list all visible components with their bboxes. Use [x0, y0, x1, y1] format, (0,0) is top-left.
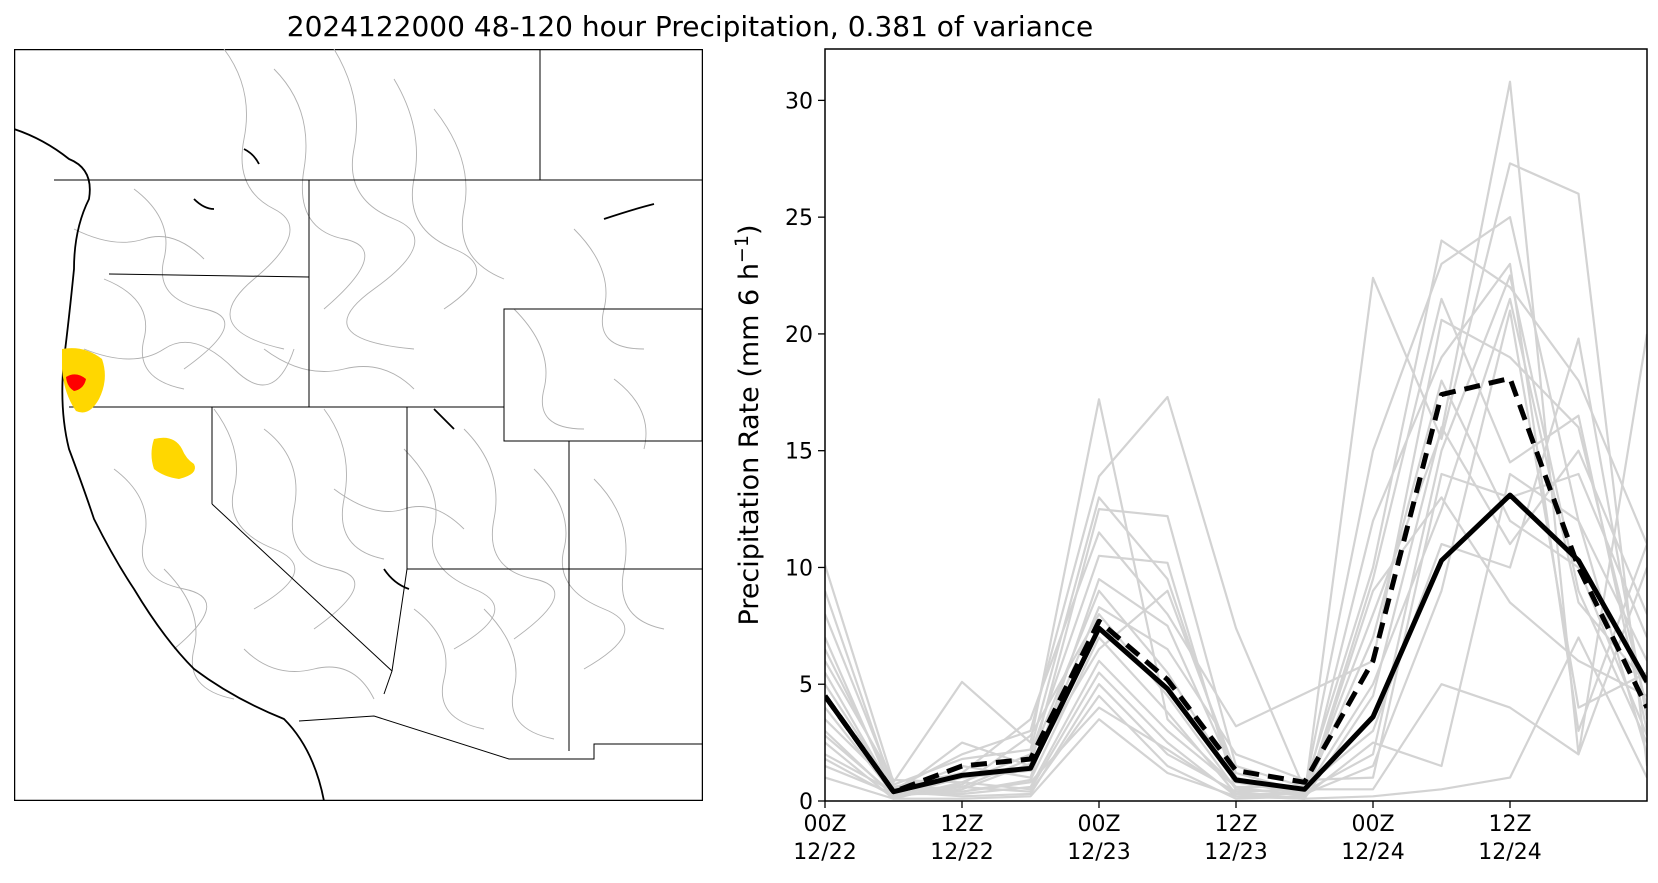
x-tick-label-date: 12/22: [930, 840, 993, 865]
member-line-4: [825, 318, 1647, 789]
y-tick-label: 25: [785, 206, 813, 231]
state-borders: [54, 49, 703, 760]
member-line-8: [825, 472, 1647, 798]
member-line-14: [825, 567, 1647, 798]
member-line-12: [825, 337, 1647, 796]
y-tick-label: 0: [799, 790, 813, 815]
x-tick-label-date: 12/22: [793, 840, 856, 865]
dashed-series-line: [825, 375, 1647, 795]
y-tick-label: 30: [785, 89, 813, 114]
member-line-15: [825, 472, 1647, 800]
yellow-basin-south: [151, 437, 195, 479]
solid-series-line: [825, 492, 1647, 795]
member-line-17: [825, 636, 1647, 800]
map-frame: [14, 49, 703, 801]
x-tick-label-time: 00Z: [1077, 812, 1120, 837]
x-tick-label-date: 12/24: [1341, 840, 1404, 865]
x-tick-label-date: 12/23: [1067, 840, 1130, 865]
x-tick-label-time: 12Z: [1214, 812, 1257, 837]
member-line-1: [825, 216, 1647, 791]
y-tick-label: 15: [785, 440, 813, 465]
plot-frame: [824, 48, 1648, 802]
y-tick-label: 20: [785, 323, 813, 348]
member-line-10: [825, 426, 1647, 800]
member-line-0: [825, 162, 1647, 798]
red-basin: [66, 374, 86, 391]
x-tick-label-time: 00Z: [803, 812, 846, 837]
member-line-16: [825, 309, 1647, 796]
x-tick-label-time: 12Z: [1488, 812, 1531, 837]
y-tick-label: 10: [785, 556, 813, 581]
coastline: [14, 128, 655, 801]
member-line-7: [825, 274, 1647, 793]
y-tick-label: 5: [799, 673, 813, 698]
member-line-5: [825, 297, 1647, 800]
figure-title: 2024122000 48-120 hour Precipitation, 0.…: [286, 10, 1094, 43]
member-line-3: [825, 239, 1647, 796]
basin-map: [14, 49, 703, 801]
x-tick-label-time: 12Z: [940, 812, 983, 837]
x-tick-label-date: 12/24: [1478, 840, 1541, 865]
member-line-6: [825, 262, 1647, 798]
member-line-13: [825, 496, 1647, 800]
y-axis-label: Precipitation Rate (mm 6 h−1): [731, 225, 765, 626]
x-tick-label-date: 12/23: [1204, 840, 1267, 865]
x-tick-label-time: 00Z: [1351, 812, 1394, 837]
highlighted-basins: [62, 348, 195, 479]
member-line-9: [825, 379, 1647, 796]
member-line-11: [825, 297, 1647, 798]
member-line-2: [825, 80, 1647, 796]
series-group: [825, 80, 1647, 800]
